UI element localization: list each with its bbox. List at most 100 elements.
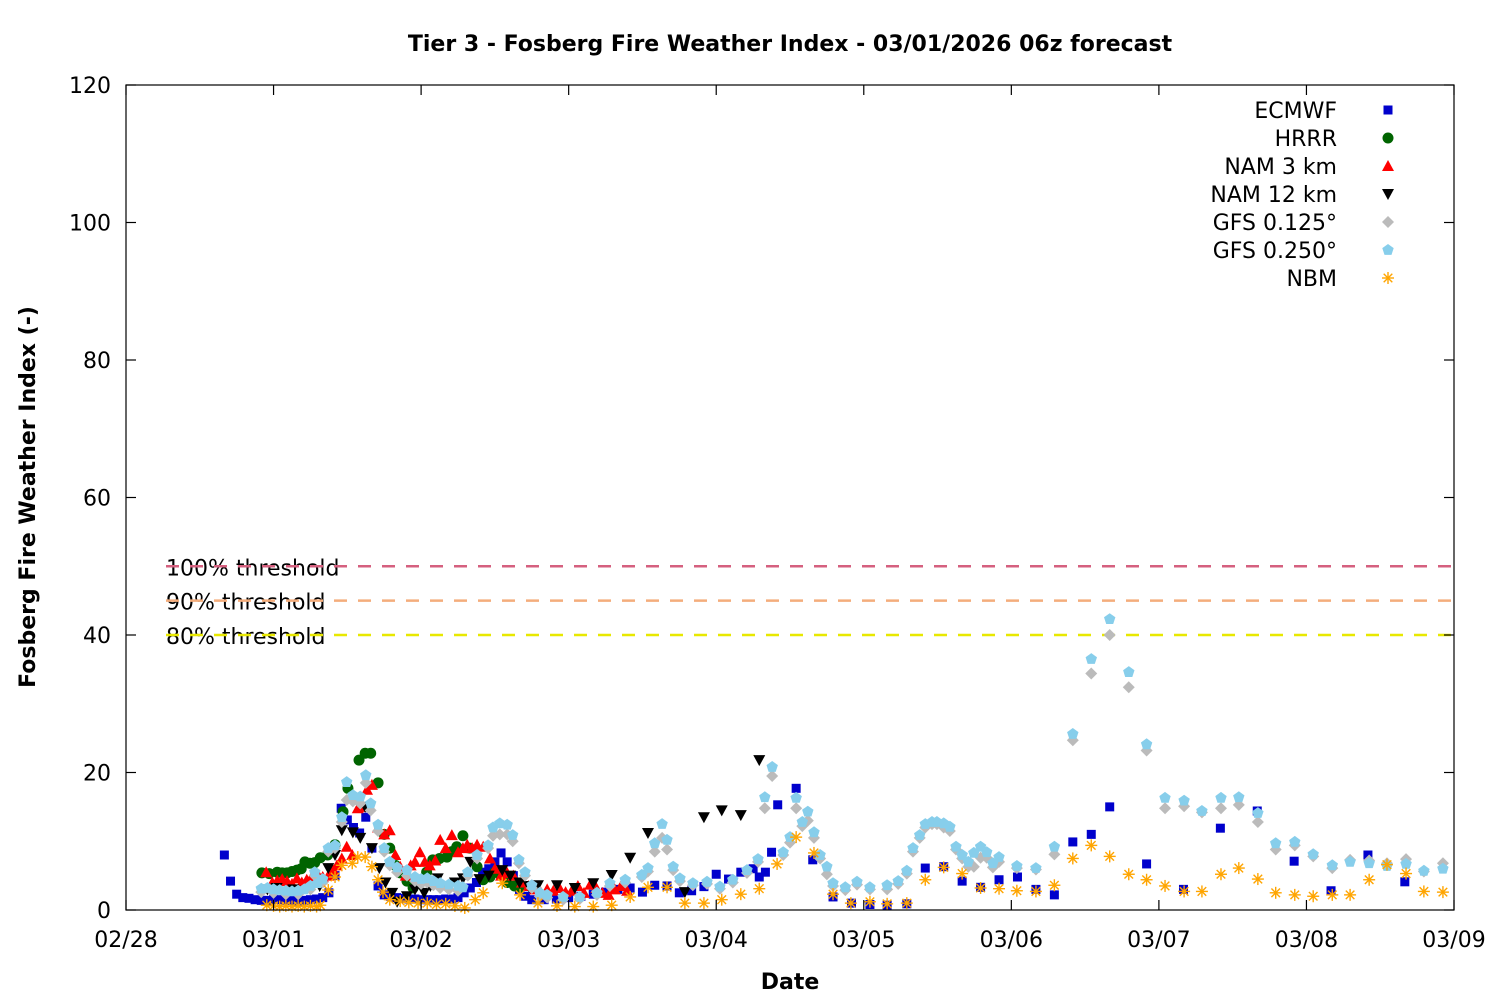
asterisk-stroke (1364, 874, 1374, 885)
point-nam-12-km (354, 832, 367, 844)
point-nbm (919, 873, 932, 886)
asterisk-stroke (828, 889, 838, 899)
point-ecmwf (379, 890, 389, 900)
point-nbm (605, 899, 618, 912)
point-nbm (383, 893, 396, 906)
point-gfs-0-250 (462, 866, 474, 877)
asterisk-stroke (515, 890, 525, 900)
asterisk-stroke (404, 897, 414, 908)
legend-label-ecmwf: ECMWF (1254, 99, 1337, 124)
point-nbm (351, 851, 364, 864)
plot-frame (125, 84, 1455, 911)
point-nbm (439, 897, 452, 910)
point-ecmwf (226, 876, 236, 886)
point-hrrr (457, 830, 469, 842)
point-nbm (937, 861, 950, 874)
point-gfs-0-250 (526, 879, 538, 891)
x-axis-title: Date (761, 970, 820, 995)
asterisk-stroke (1345, 890, 1355, 900)
point-nbm (1344, 888, 1357, 901)
asterisk-stroke (1308, 891, 1319, 902)
series-ecmwf (219, 783, 1410, 910)
point-ecmwf (269, 895, 279, 905)
point-nbm (827, 888, 840, 901)
point-ecmwf (601, 887, 611, 897)
asterisk-stroke (1234, 863, 1244, 873)
point-ecmwf (428, 895, 438, 905)
point-nam-12-km (335, 825, 348, 837)
point-gfs-0-250 (329, 839, 341, 851)
asterisk-stroke (373, 874, 383, 885)
point-gfs-0-125 (1085, 667, 1098, 680)
point-nbm (514, 888, 527, 901)
threshold-label: 80% threshold (166, 625, 326, 650)
point-nbm (790, 831, 803, 844)
point-gfs-0-250 (777, 846, 789, 858)
point-gfs-0-250 (687, 877, 699, 888)
point-ecmwf (957, 876, 967, 886)
asterisk-stroke (1068, 853, 1078, 864)
asterisk-stroke (552, 901, 562, 911)
point-gfs-0-250 (1344, 855, 1356, 867)
asterisk-stroke (716, 894, 727, 905)
point-nam-12-km (504, 870, 517, 882)
legend-label-gfs-0-125: GFS 0.125° (1213, 211, 1337, 236)
point-nbm (1085, 839, 1098, 852)
point-ecmwf (754, 872, 764, 882)
point-nbm (469, 893, 482, 906)
point-nam-12-km (365, 843, 378, 855)
point-gfs-0-125 (661, 843, 674, 856)
point-nam-12-km (734, 810, 747, 822)
point-gfs-0-250 (944, 820, 956, 832)
point-nam-12-km (373, 863, 386, 875)
point-nbm (1122, 868, 1135, 881)
point-gfs-0-250 (1048, 840, 1061, 852)
point-ecmwf (361, 812, 371, 822)
asterisk-stroke (395, 896, 406, 906)
point-gfs-0-250 (1104, 613, 1116, 624)
asterisk-stroke (1179, 886, 1189, 897)
point-gfs-0-250 (808, 826, 820, 838)
point-nbm (900, 897, 913, 910)
point-gfs-0-250 (378, 842, 390, 853)
point-gfs-0-125 (758, 802, 771, 815)
point-gfs-0-250 (1437, 862, 1449, 874)
asterisk-stroke (323, 885, 334, 895)
asterisk-stroke (1031, 886, 1041, 897)
legend-marker-nam-12-km (1382, 189, 1394, 200)
point-hrrr (471, 861, 483, 873)
point-nbm (1178, 885, 1191, 898)
asterisk-stroke (975, 883, 986, 893)
point-nbm (661, 881, 674, 894)
asterisk-stroke (1104, 851, 1115, 862)
point-ecmwf (1142, 859, 1152, 869)
point-nam-3-km (466, 842, 479, 854)
point-ecmwf (1400, 877, 1410, 887)
x-tick-label: 03/05 (832, 928, 895, 953)
point-gfs-0-250 (661, 833, 673, 845)
point-gfs-0-250 (914, 829, 926, 840)
point-nbm (1326, 888, 1339, 901)
x-tick-label: 03/02 (389, 928, 452, 953)
point-ecmwf (459, 888, 469, 898)
point-gfs-0-250 (384, 855, 396, 867)
point-gfs-0-250 (667, 860, 679, 872)
point-nbm (458, 901, 471, 914)
y-axis: 0 20 40 60 80 100 120 (69, 74, 1454, 924)
point-gfs-0-250 (1159, 791, 1171, 803)
point-nam-3-km (602, 888, 615, 900)
point-nam-3-km (389, 849, 402, 860)
asterisk-stroke (791, 832, 801, 842)
point-ecmwf (748, 864, 758, 874)
point-gfs-0-250 (656, 818, 668, 829)
point-nbm (421, 897, 434, 910)
point-gfs-0-250 (892, 875, 904, 886)
point-ecmwf (650, 880, 660, 890)
point-nam-12-km (697, 812, 710, 824)
data-points (219, 613, 1449, 914)
point-ecmwf (551, 894, 561, 904)
point-nbm (531, 897, 544, 910)
asterisk-stroke (1216, 869, 1226, 880)
point-ecmwf (256, 895, 266, 905)
point-nbm (394, 895, 407, 908)
